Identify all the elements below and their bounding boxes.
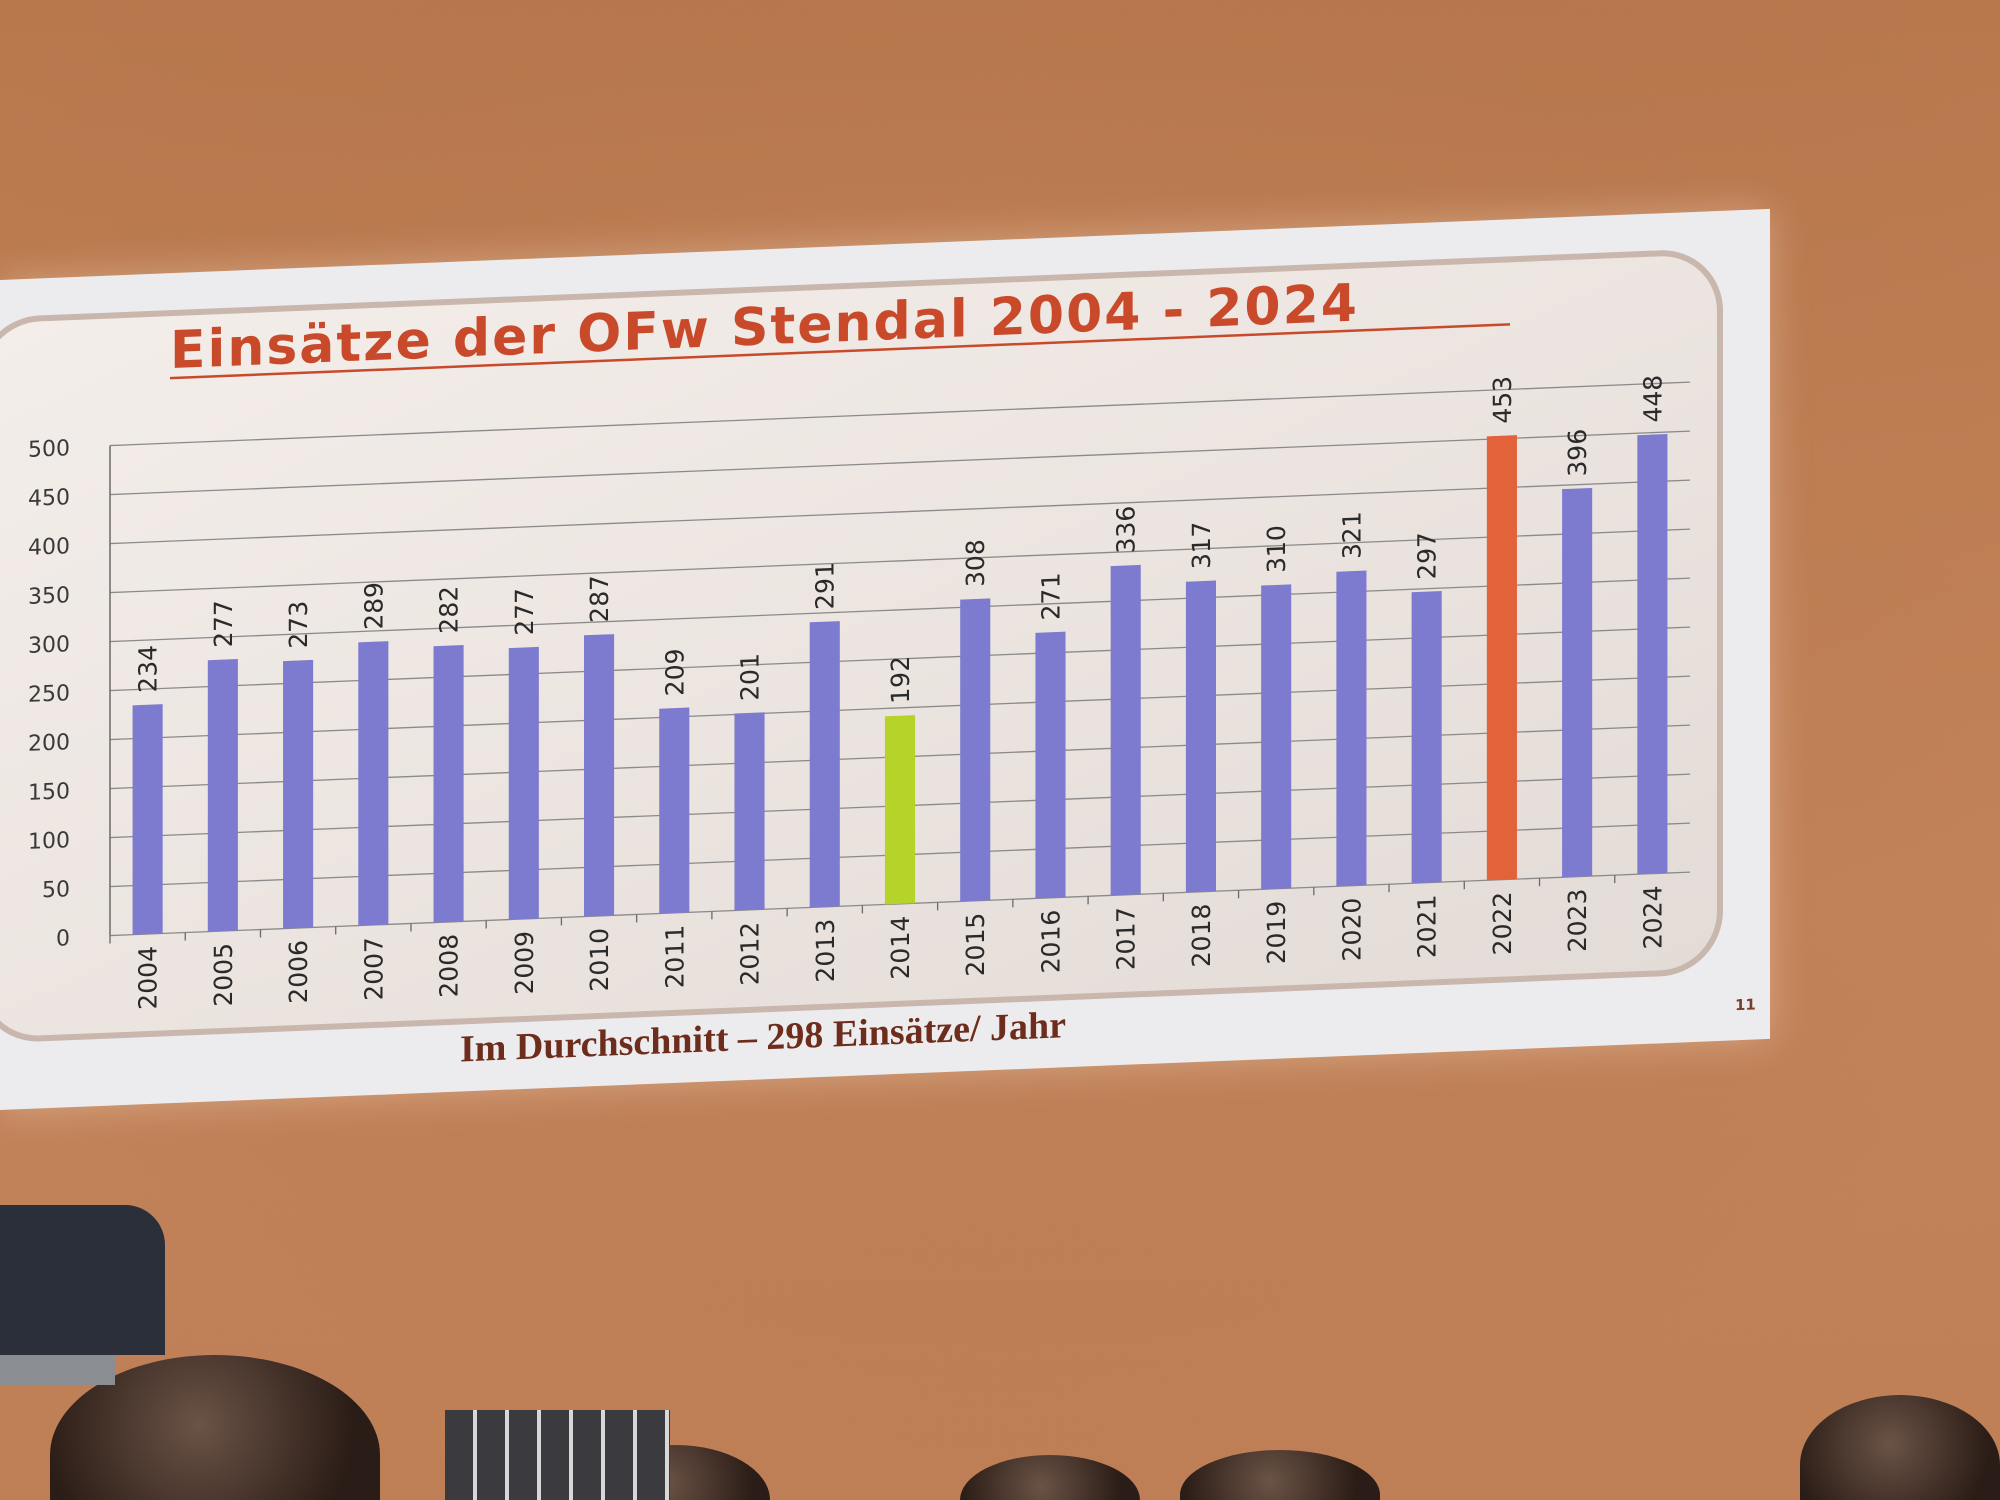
presenter-figure [0,1205,165,1355]
x-tick-label-2017: 2017 [1112,906,1141,971]
x-tick-label-2012: 2012 [736,921,765,986]
data-label-2024: 448 [1638,374,1667,423]
data-label-2005: 277 [209,599,238,648]
y-axis-ticks: 0 50 100 150 200 250 300 350 400 450 500 [28,436,70,952]
x-tick-label-2008: 2008 [435,933,464,998]
y-tick-label: 200 [28,730,70,757]
binders [445,1410,670,1500]
bar-2007 [358,641,389,926]
data-label-2007: 289 [359,581,388,630]
data-label-2012: 201 [736,653,765,702]
data-label-2020: 321 [1337,511,1366,560]
x-tick-label-2019: 2019 [1262,900,1291,965]
bar-2013 [809,621,840,908]
data-label-2014: 192 [886,655,915,704]
bar-2011 [659,707,690,914]
bar-2006 [283,659,314,929]
y-tick-label: 250 [28,681,70,708]
data-label-2023: 396 [1563,428,1592,477]
bar-2017 [1110,564,1141,896]
bar-chart: Einsätze der OFw Stendal 2004 - 2024 050… [0,250,1756,1071]
bar-2016 [1035,631,1066,899]
x-tick-label-2007: 2007 [359,936,388,1001]
projected-slide: Einsätze der OFw Stendal 2004 - 2024 0 50… [0,208,1770,1111]
y-tick-label: 400 [28,534,70,561]
bar-2015 [960,598,991,902]
x-tick-label-2024: 2024 [1638,885,1667,950]
x-tick-label-2013: 2013 [811,918,840,983]
data-label-2009: 277 [510,587,539,636]
y-tick-label: 500 [28,436,70,463]
y-tick-label: 450 [28,485,70,512]
x-tick-label-2015: 2015 [961,912,990,977]
title-underline [170,323,1510,380]
data-label-2022: 453 [1488,375,1517,424]
x-tick-label-2006: 2006 [284,939,313,1004]
bar-2023 [1562,487,1593,878]
bar-2012 [734,712,765,911]
gridline-500 [110,381,1690,447]
bar-2022 [1486,435,1517,881]
x-tick-label-2009: 2009 [510,930,539,995]
x-tick-label-2005: 2005 [209,942,238,1007]
lectern [0,1355,115,1385]
bar-2010 [584,634,615,917]
data-label-2004: 234 [134,644,163,693]
gridline-350 [110,528,1690,594]
bar-2018 [1185,580,1217,893]
y-tick-label: 150 [28,779,70,806]
data-label-2015: 308 [961,539,990,588]
data-label-2017: 336 [1112,505,1141,554]
gridline-300 [110,577,1690,643]
x-tick-label-2016: 2016 [1036,909,1065,974]
bar-2020 [1336,570,1367,887]
bar-2024 [1637,433,1668,875]
bar-2021 [1411,591,1442,884]
bar-2019 [1261,584,1292,890]
data-label-2011: 209 [660,648,689,697]
bar-2014 [884,715,916,905]
x-tick-label-2018: 2018 [1187,903,1216,968]
x-tick-label-2022: 2022 [1488,891,1517,956]
x-tick-label-2011: 2011 [660,924,689,989]
data-label-2008: 282 [435,585,464,634]
bar-2004 [132,704,163,935]
x-tick-label-2023: 2023 [1563,888,1592,953]
page-number: 11 [1735,995,1756,1014]
y-tick-label: 100 [28,828,70,855]
x-tick-label-2014: 2014 [886,915,915,980]
x-tick-label-2010: 2010 [585,927,614,992]
gridline-400 [110,479,1690,545]
data-label-2019: 310 [1262,525,1291,574]
y-tick-label: 300 [28,632,70,659]
x-tick-label-2021: 2021 [1413,894,1442,959]
data-label-2013: 291 [811,561,840,610]
x-tick-label-2020: 2020 [1337,897,1366,962]
data-label-2010: 287 [585,574,614,623]
y-tick-label: 50 [42,877,70,903]
bar-2008 [433,645,464,923]
bar-2009 [508,646,539,920]
x-tick-label-2004: 2004 [134,945,163,1010]
audience-head-far-right [1800,1395,2000,1500]
gridline-450 [110,430,1690,496]
data-label-2016: 271 [1036,572,1065,621]
y-tick-label: 0 [56,926,70,952]
data-label-2018: 317 [1187,521,1216,570]
y-tick-label: 350 [28,583,70,610]
x-axis-ticks: 2004 2005 2006 2007 2008 2009 2010 2011 2012 2013… [134,885,1668,1010]
data-labels: 234 277 273 289 282 277 287 209 201 291 192 308 271 3… [134,374,1668,704]
bar-2005 [207,658,238,932]
bars [132,433,1668,935]
data-label-2021: 297 [1413,531,1442,580]
data-label-2006: 273 [284,600,313,649]
